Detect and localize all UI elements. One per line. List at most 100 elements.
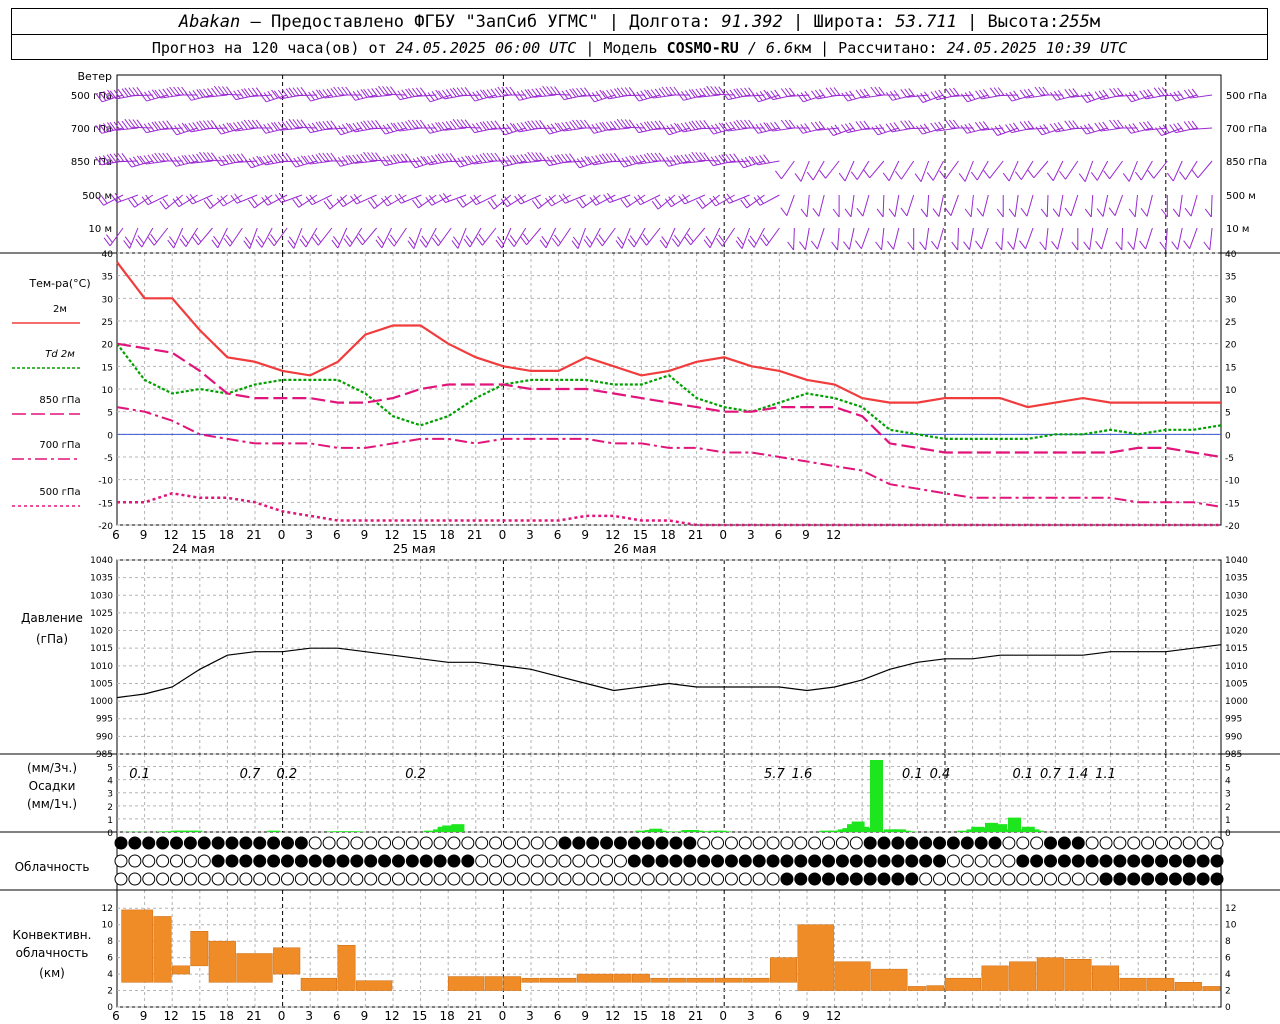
wind-barb-feather bbox=[177, 156, 185, 165]
wind-barb-feather bbox=[124, 87, 132, 97]
cloud-symbol bbox=[253, 836, 267, 850]
wind-barb-feather bbox=[322, 89, 330, 98]
wind-barb-feather bbox=[461, 156, 468, 166]
wind-barb-feather bbox=[654, 198, 662, 207]
wind-barb-shaft bbox=[862, 194, 870, 217]
wind-barb-feather bbox=[1094, 91, 1102, 100]
wind-barb-feather bbox=[473, 194, 481, 204]
wind-barb-feather bbox=[322, 120, 330, 130]
wind-barb-feather bbox=[154, 121, 162, 130]
wind-barb-feather bbox=[184, 123, 192, 133]
cloud-symbol bbox=[336, 872, 350, 886]
hour-tick-label-bottom: 3 bbox=[526, 1009, 534, 1023]
cloud-symbol bbox=[822, 872, 836, 886]
hour-tick-label: 15 bbox=[633, 528, 648, 542]
wind-barb-shaft bbox=[1084, 160, 1094, 182]
wind-barb-feather bbox=[725, 153, 733, 163]
wind-barb-feather bbox=[573, 159, 580, 169]
wind-barb-feather bbox=[1203, 241, 1211, 251]
wind-barb-feather bbox=[939, 170, 946, 180]
cloud-symbol bbox=[724, 836, 738, 850]
wind-barb-feather bbox=[500, 198, 508, 207]
wind-barb-shaft bbox=[577, 227, 586, 249]
wind-barb-feather bbox=[982, 121, 990, 130]
wind-barb-feather bbox=[550, 86, 557, 95]
precip-unit-3h: (мм/3ч.) bbox=[27, 761, 77, 775]
wind-barb-feather bbox=[844, 208, 852, 218]
conv-cloud-bar bbox=[484, 976, 503, 991]
wind-barb-shaft bbox=[329, 194, 348, 210]
wind-barb-feather bbox=[1183, 89, 1191, 99]
wind-barb-feather bbox=[441, 121, 449, 131]
cloud-symbol bbox=[405, 854, 419, 868]
precip-bar bbox=[1008, 817, 1021, 832]
cloud-symbol bbox=[516, 872, 530, 886]
wind-barb-feather bbox=[974, 121, 982, 131]
wind-barb-feather bbox=[654, 88, 662, 98]
wind-barb-feather bbox=[834, 124, 842, 134]
wind-barb-shaft bbox=[1189, 227, 1198, 249]
cloud-symbol bbox=[1168, 836, 1182, 850]
wind-barb-shaft bbox=[209, 194, 228, 209]
wind-barb-feather bbox=[979, 89, 986, 99]
wind-barb-shaft bbox=[1185, 160, 1198, 180]
wind-barb-feather bbox=[583, 239, 591, 248]
wind-barb-feather bbox=[221, 86, 229, 95]
wind-barb-feather bbox=[476, 90, 483, 100]
cloud-symbol bbox=[530, 836, 544, 850]
cloud-title: Облачность bbox=[15, 860, 90, 874]
wind-barb-feather bbox=[688, 89, 696, 98]
panel-frame-wind bbox=[116, 74, 1222, 254]
wind-barb-feather bbox=[561, 122, 569, 131]
wind-barb-feather bbox=[524, 153, 532, 163]
pres-tick-left: 1010 bbox=[90, 662, 113, 672]
wind-barb-shaft bbox=[781, 160, 795, 180]
wind-barb-feather bbox=[651, 200, 659, 210]
wind-barb-feather bbox=[1052, 208, 1060, 217]
wind-barb-feather bbox=[411, 119, 419, 129]
wind-barb-feather bbox=[292, 199, 300, 208]
wind-barb-feather bbox=[1172, 208, 1180, 218]
wind-barb-feather bbox=[132, 87, 140, 96]
cloud-symbol bbox=[711, 854, 725, 868]
cloud-symbol bbox=[1210, 872, 1224, 886]
wind-barb-feather bbox=[423, 125, 431, 134]
wind-barb-feather bbox=[452, 87, 460, 97]
wind-barb-feather bbox=[841, 92, 849, 102]
wind-barb-feather bbox=[434, 154, 442, 164]
wind-barb-feather bbox=[307, 155, 315, 164]
wind-barb-feather bbox=[315, 154, 323, 163]
wind-barb-shaft bbox=[493, 194, 512, 210]
wind-barb-feather bbox=[576, 87, 583, 97]
wind-level-label: 850 гПа bbox=[71, 157, 112, 168]
wind-barb-feather bbox=[251, 119, 259, 129]
wind-barb-feather bbox=[1160, 208, 1168, 218]
wind-barb-feather bbox=[863, 169, 871, 179]
wind-barb-shaft bbox=[665, 227, 676, 249]
wind-barb-feather bbox=[476, 237, 483, 246]
wind-barb-shaft bbox=[1052, 160, 1064, 181]
wind-barb-feather bbox=[490, 88, 498, 98]
hour-tick-label: 12 bbox=[164, 528, 179, 542]
wind-barb-feather bbox=[102, 155, 110, 164]
wind-barb-feather bbox=[1183, 121, 1191, 130]
cloud-symbol bbox=[752, 836, 766, 850]
wind-barb-feather bbox=[558, 194, 566, 204]
wind-barb-feather bbox=[615, 240, 623, 249]
wind-barb-feather bbox=[1128, 208, 1136, 218]
cloud-symbol bbox=[1113, 854, 1127, 868]
temp-tick-left: 15 bbox=[102, 363, 113, 373]
wind-barb-feather bbox=[216, 197, 224, 207]
latitude-value: 53.711 bbox=[895, 12, 957, 32]
hour-tick-label-bottom: 6 bbox=[112, 1009, 120, 1023]
wind-barb-feather bbox=[158, 120, 166, 130]
wind-barb-feather bbox=[755, 155, 763, 165]
cloud-symbol bbox=[988, 854, 1002, 868]
wind-barb-feather bbox=[616, 118, 624, 128]
wind-barb-feather bbox=[640, 90, 648, 100]
wind-barb-shaft bbox=[362, 227, 378, 246]
wind-barb-shaft bbox=[1165, 227, 1168, 250]
wind-barb-feather bbox=[136, 155, 144, 165]
cloud-symbol bbox=[433, 836, 447, 850]
precip-bar bbox=[175, 830, 189, 832]
